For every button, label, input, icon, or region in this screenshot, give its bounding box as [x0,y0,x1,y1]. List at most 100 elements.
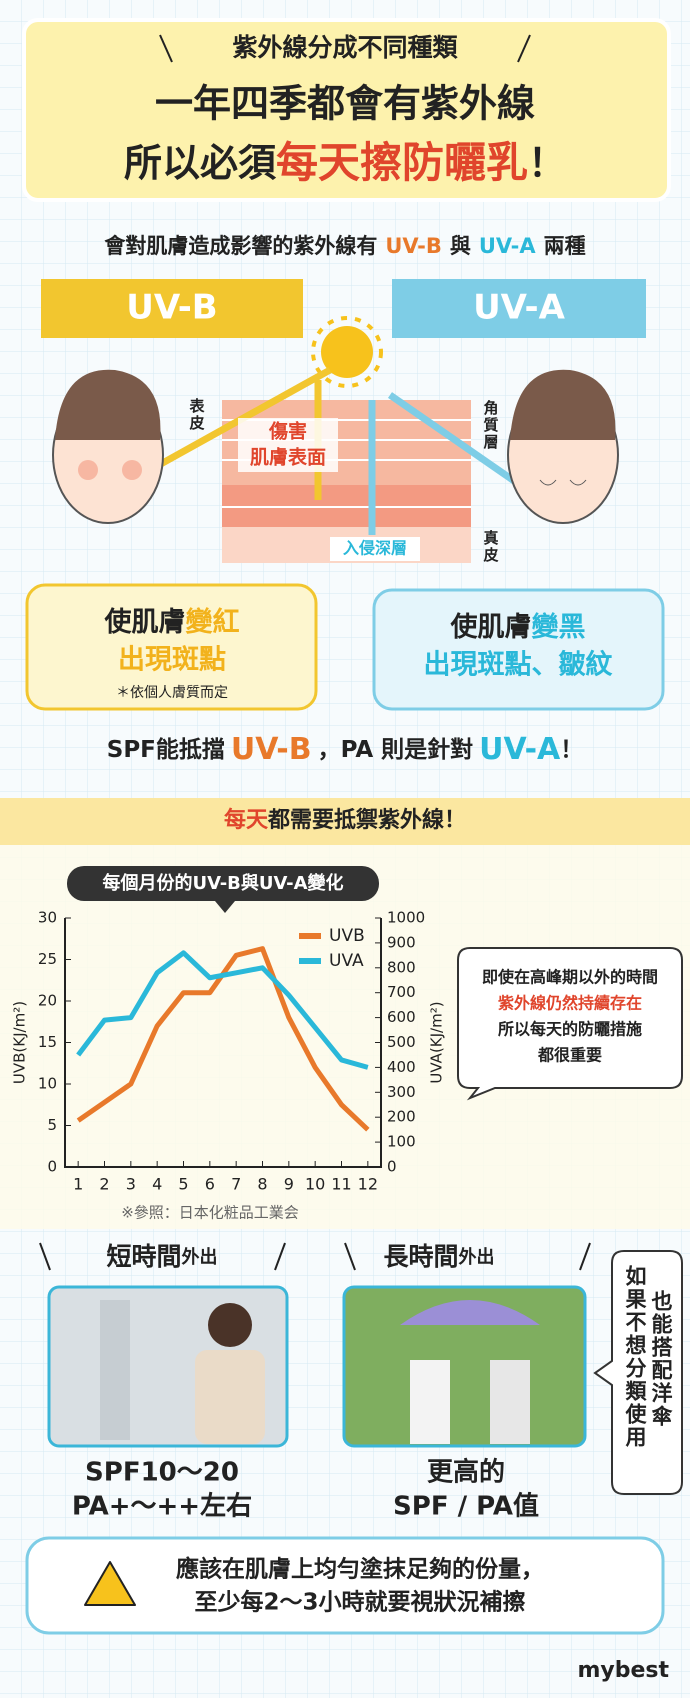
photo-short [47,1285,289,1448]
callout-line: 所以每天的防曬措施 [498,1020,642,1039]
sun [311,316,383,388]
uvb-effect-box [25,583,318,711]
x-tick-label: 2 [99,1175,109,1194]
y2-tick-label: 200 [387,1108,416,1126]
x-tick-label: 4 [152,1175,162,1194]
side-note: 如果不想分類使用 [623,1265,648,1449]
x-tick-label: 8 [257,1175,267,1194]
highlight: 變黑 [532,611,586,643]
text: 短時間 [106,1242,181,1271]
chart-title-pill [67,866,379,901]
text: ！ [560,737,583,763]
uva-tag: UV-A [479,732,561,767]
usage-line: SPF / PA值 [393,1492,539,1522]
callout-line: 即使在高峰期以外的時間 [482,968,658,987]
header-box [22,18,671,202]
y-tick-label: 5 [47,1116,57,1134]
text: 外出 [182,1246,218,1268]
highlight: 每天 [224,807,269,833]
y2-tick-label: 900 [387,933,416,951]
text: 所以必須 [124,141,277,185]
face-uva [507,369,619,524]
usage-title: 短時間外出 [106,1242,217,1271]
chart-title: 每個月份的UV-B與UV-A變化 [102,872,343,894]
y2-tick-label: 0 [387,1158,397,1176]
section-banner [0,798,690,845]
uvb-effect-line: 使肌膚變紅 [104,606,240,638]
text: 都需要抵禦紫外線！ [267,807,466,833]
line-series [76,950,369,1070]
side-note: 也能搭配洋傘 [649,1290,673,1428]
side-bubble [593,1250,683,1495]
uva-effect-line: 使肌膚變黑 [450,611,586,643]
text: 長時間 [383,1242,458,1271]
highlight: 每天擦防曬乳 [276,138,528,187]
y-axis-label: UVB(KJ/m²) [11,1001,29,1084]
x-tick-label: 1 [73,1175,83,1194]
uvb-effect-line2: 出現斑點 [118,645,226,676]
epidermis-label: 表皮 [188,397,206,432]
text: ，PA 則是針對 [318,736,474,763]
warning-line: 至少每2～3小時就要視狀況補擦 [194,1589,525,1616]
x-tick-label: 6 [205,1175,215,1194]
y2-tick-label: 700 [387,983,416,1001]
chart: 0510152025300100200300400500600700800900… [11,909,446,1194]
uva-tag: UV-A [479,234,536,258]
x-tick-label: 12 [358,1175,378,1194]
x-tick-label: 11 [331,1175,351,1194]
uva-banner [392,279,646,338]
uva-effect-box [372,588,665,711]
uvb-banner [41,279,303,338]
y2-tick-label: 800 [387,958,416,976]
warning-line: 應該在肌膚上均勻塗抹足夠的份量， [176,1556,544,1583]
logo: mybest [577,1658,669,1683]
callout-bubble [457,947,683,1101]
y-tick-label: 20 [38,992,57,1010]
deco [39,1242,591,1271]
text: 使肌膚 [104,607,186,638]
y2-tick-label: 400 [387,1058,416,1076]
y2-axis-label: UVA(KJ/m²) [428,1001,446,1083]
face-uvb [52,369,164,524]
usage-line: PA+～++左右 [72,1492,252,1522]
text: 與 [450,234,471,258]
header-line2: 一年四季都會有紫外線 [155,82,535,126]
x-tick-label: 7 [231,1175,241,1194]
uva-label: UV-A [473,288,566,328]
y2-tick-label: 500 [387,1033,416,1051]
uvb-effect: 傷害 [268,420,307,443]
chart-note: ※參照：日本化粧品工業会 [121,1204,299,1222]
uva-effect: 入侵深層 [343,539,407,558]
uvb-effect: 肌膚表面 [250,446,326,469]
y-tick-label: 0 [47,1158,57,1176]
skin-diagram [148,366,522,563]
callout-line: 都很重要 [537,1046,602,1065]
warning-box [25,1536,665,1635]
text: 會對肌膚造成影響的紫外線有 [104,234,377,258]
highlight: 變紅 [186,606,240,638]
deco [215,901,235,913]
uva-effect-line2: 出現斑點、皺紋 [424,649,613,681]
callout-line: 紫外線仍然持續存在 [498,994,642,1013]
dermis-label: 真皮 [482,529,500,564]
header-line3: 所以必須每天擦防曬乳！ [124,138,566,187]
y2-tick-label: 300 [387,1083,416,1101]
usage-line: 更高的 [427,1457,505,1488]
uvb-label: UV-B [126,288,217,328]
intro: 會對肌膚造成影響的紫外線有 UV-B 與 UV-A 兩種 [104,234,585,258]
legend-label: UVA [329,951,364,971]
text: SPF能抵擋 [107,736,225,763]
uvb-tag: UV-B [385,234,442,258]
usage-line: SPF10～20 [85,1458,239,1488]
section-title: 每天都需要抵禦紫外線！ [224,807,466,833]
legend-label: UVB [329,926,365,946]
uvb-note: ＊依個人膚質而定 [116,685,228,701]
text: 外出 [459,1246,495,1268]
text: 使肌膚 [450,612,532,643]
y2-tick-label: 100 [387,1133,416,1151]
y-tick-label: 30 [38,909,57,927]
deco [517,34,531,63]
text: ！ [528,141,566,185]
y-tick-label: 10 [38,1075,57,1093]
